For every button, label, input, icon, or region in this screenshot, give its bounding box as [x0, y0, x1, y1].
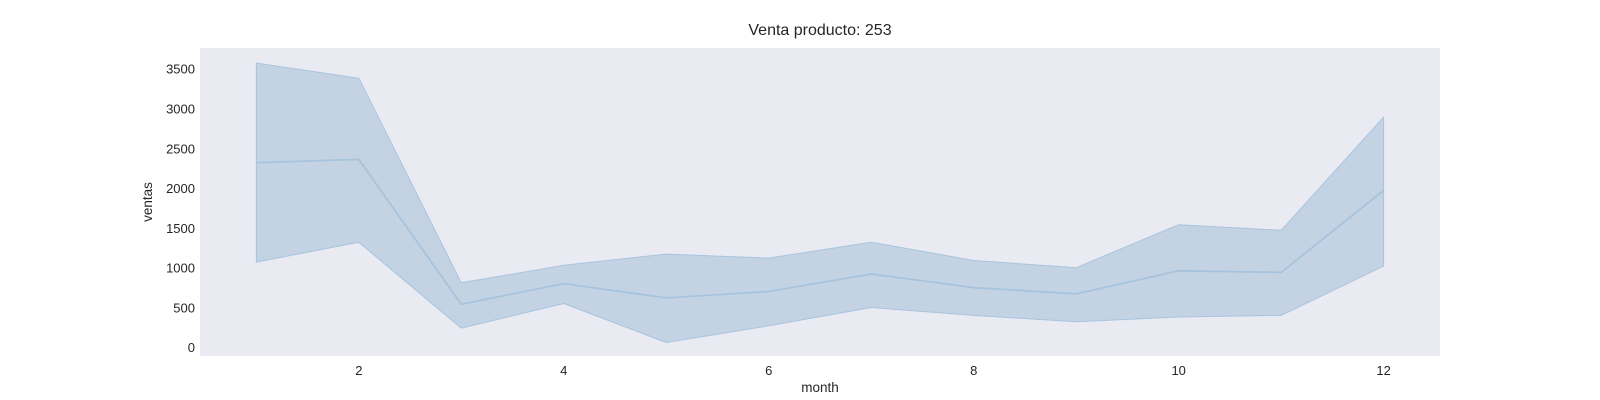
chart-title: Venta producto: 253 — [748, 22, 892, 39]
y-axis-ticks: 0 500 1000 1500 2000 2500 3000 3500 — [166, 62, 195, 356]
y-tick-label: 0 — [188, 340, 195, 355]
y-tick-label: 3500 — [166, 62, 195, 77]
x-tick-label: 4 — [560, 363, 567, 378]
x-tick-label: 12 — [1376, 363, 1390, 378]
x-tick-label: 6 — [765, 363, 772, 378]
y-tick-label: 2000 — [166, 181, 195, 196]
confidence-band-layer — [255, 62, 1385, 343]
x-tick-label: 10 — [1171, 363, 1185, 378]
confidence-band — [255, 62, 1385, 343]
x-tick-label: 8 — [970, 363, 977, 378]
x-axis-label: month — [801, 380, 839, 395]
x-tick-label: 2 — [355, 363, 362, 378]
series-line-layer — [256, 158, 1385, 306]
y-tick-label: 500 — [173, 300, 195, 315]
x-axis-ticks: 2 4 6 8 10 12 — [355, 363, 1391, 378]
y-tick-label: 1000 — [166, 261, 195, 276]
series-line — [256, 158, 1385, 306]
y-tick-label: 1500 — [166, 221, 195, 236]
y-axis-label: ventas — [140, 182, 155, 222]
y-tick-label: 3000 — [166, 101, 195, 116]
y-tick-label: 2500 — [166, 141, 195, 156]
